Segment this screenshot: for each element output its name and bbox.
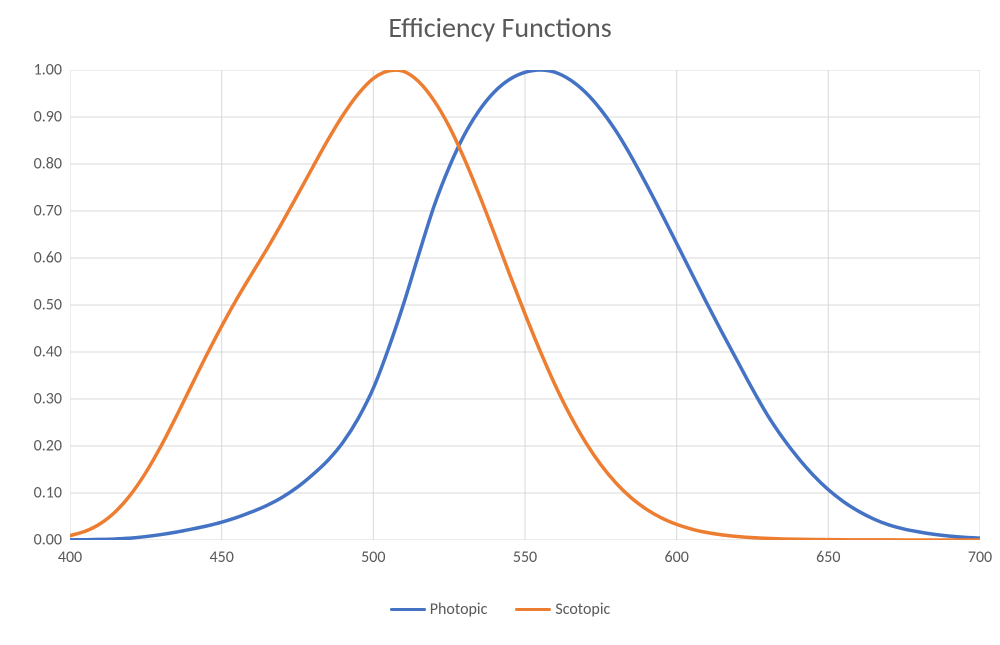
y-tick-label: 0.00 — [20, 531, 62, 550]
y-tick-label: 0.60 — [20, 249, 62, 268]
y-tick-label: 0.20 — [20, 437, 62, 456]
legend-label: Scotopic — [555, 600, 610, 619]
legend: Photopic Scotopic — [0, 600, 1000, 619]
y-tick-label: 0.50 — [20, 296, 62, 315]
x-tick-label: 400 — [58, 548, 82, 567]
plot-svg — [70, 70, 980, 540]
y-tick-label: 0.40 — [20, 343, 62, 362]
legend-swatch — [390, 608, 426, 612]
legend-item-scotopic: Scotopic — [515, 600, 610, 619]
chart-title: Efficiency Functions — [0, 10, 1000, 45]
legend-label: Photopic — [430, 600, 488, 619]
x-tick-label: 450 — [209, 548, 233, 567]
chart-container: Efficiency Functions 0.00 0.10 0.20 0.30 0.4… — [0, 0, 1000, 645]
legend-item-photopic: Photopic — [390, 600, 488, 619]
x-tick-label: 600 — [664, 548, 688, 567]
x-tick-label: 700 — [968, 548, 992, 567]
y-tick-label: 0.90 — [20, 108, 62, 127]
y-tick-label: 0.30 — [20, 390, 62, 409]
x-tick-label: 650 — [816, 548, 840, 567]
x-tick-label: 500 — [361, 548, 385, 567]
x-tick-label: 550 — [513, 548, 537, 567]
y-tick-label: 0.70 — [20, 202, 62, 221]
y-tick-label: 0.10 — [20, 484, 62, 503]
plot-area — [70, 70, 980, 540]
legend-swatch — [515, 608, 551, 612]
y-tick-label: 0.80 — [20, 155, 62, 174]
y-tick-label: 1.00 — [20, 61, 62, 80]
